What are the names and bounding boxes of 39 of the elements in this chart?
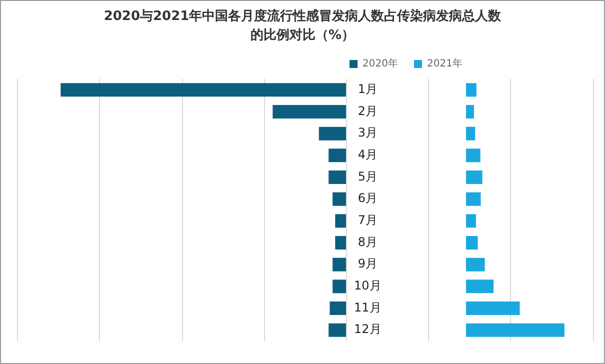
bar (466, 192, 481, 206)
y-tick-label: 8月 (358, 234, 378, 249)
bar (335, 214, 346, 228)
bar (60, 83, 346, 97)
y-tick-label: 2月 (358, 104, 378, 118)
bar (466, 214, 476, 228)
y-tick-label: 3月 (358, 126, 378, 140)
bar (466, 323, 564, 337)
bar (466, 126, 476, 140)
y-tick-label: 6月 (358, 191, 378, 206)
bar (466, 83, 476, 97)
bar (466, 170, 482, 184)
chart-title: 2020与2021年中国各月度流行性感冒发病人数占传染病发病总人数的比例对比（%） (102, 8, 502, 45)
bar (335, 236, 346, 250)
bar (466, 258, 485, 272)
bar (328, 170, 346, 184)
bar (466, 236, 478, 250)
bar (332, 192, 346, 206)
bar (466, 148, 480, 162)
legend-label: 2020年 (362, 58, 398, 70)
y-tick-label: 10月 (354, 278, 382, 293)
y-tick-label: 12月 (354, 322, 382, 336)
bar (332, 258, 346, 272)
bar (466, 280, 494, 294)
y-tick-label: 9月 (358, 256, 378, 271)
bar (466, 104, 474, 119)
y-tick-label: 1月 (358, 82, 378, 96)
bar (332, 280, 346, 294)
bar (328, 323, 346, 337)
bar (330, 301, 346, 316)
bar (318, 126, 346, 140)
legend-label: 2021年 (427, 58, 462, 70)
bar (272, 104, 346, 119)
y-tick-label: 7月 (358, 213, 378, 228)
y-tick-label: 4月 (358, 148, 378, 162)
bar (328, 148, 346, 162)
bar (466, 301, 520, 316)
y-tick-label: 5月 (358, 169, 378, 184)
y-tick-label: 11月 (354, 300, 382, 314)
